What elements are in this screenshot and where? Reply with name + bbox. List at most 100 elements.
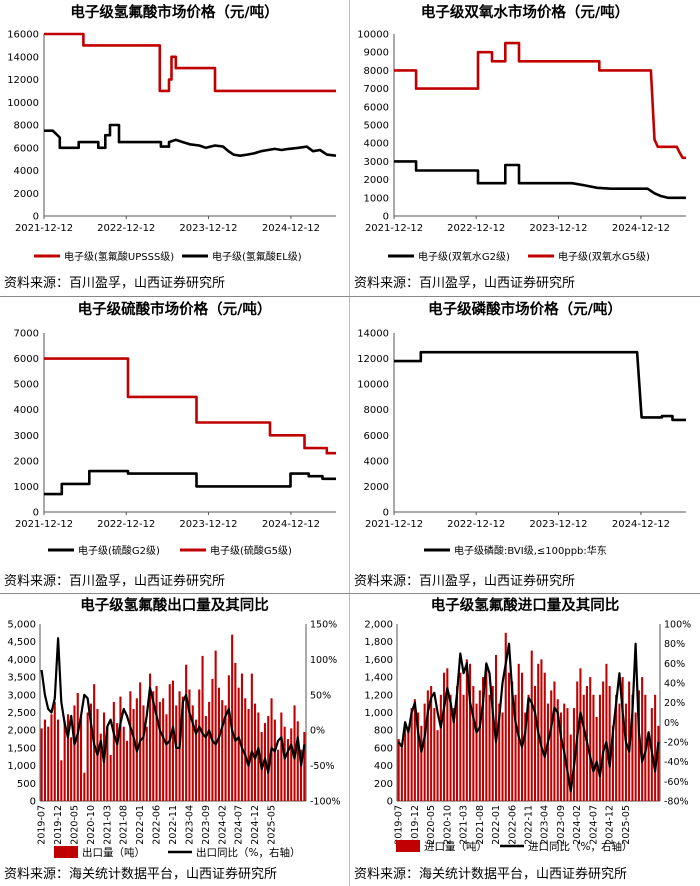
bar — [566, 708, 569, 801]
x-tick-label: 2021-12-12 — [15, 519, 73, 530]
bar — [280, 712, 283, 801]
series-line — [394, 160, 686, 200]
bar — [70, 737, 73, 801]
bar — [250, 673, 253, 801]
x-tick-label: 2021-12-12 — [15, 223, 73, 234]
bar — [126, 740, 129, 801]
bar — [527, 694, 530, 801]
bar — [142, 705, 145, 801]
y-tick-label: 14000 — [7, 52, 39, 63]
bar — [504, 632, 507, 801]
bar — [296, 721, 299, 801]
bar — [194, 719, 197, 801]
bar — [485, 663, 488, 801]
bar — [647, 739, 650, 801]
x-tick-label: 2025-05 — [267, 805, 278, 845]
bar — [204, 716, 207, 801]
bar — [227, 675, 230, 801]
chart-title: 电子级硫酸市场价格（元/吨） — [78, 300, 272, 318]
bar — [122, 726, 125, 801]
bar — [462, 694, 465, 801]
bar — [109, 755, 112, 801]
chart-hf-price: 电子级氢氟酸市场价格（元/吨） 0 2000 4000 6000 8000 10000 120… — [7, 3, 337, 263]
x-tick-label: 2021-12-12 — [365, 223, 423, 234]
legend-label: 电子级(双氧水G5级) — [558, 250, 650, 263]
bar — [76, 693, 79, 801]
x-tick-label: 2024-12-12 — [612, 223, 670, 234]
bar — [237, 687, 240, 801]
bar — [592, 694, 595, 801]
bar — [224, 705, 227, 801]
y-tick-label: 10000 — [7, 98, 39, 109]
y2-tick-label: 50% — [310, 690, 331, 701]
x-tick-label: 2024-07 — [234, 805, 245, 845]
bar — [129, 691, 132, 801]
bar — [420, 725, 423, 801]
bar — [631, 694, 634, 801]
y-tick-label: 10000 — [357, 380, 389, 391]
y-tick-label: 4000 — [364, 456, 389, 467]
y-tick-label: 200 — [374, 779, 393, 790]
chart-hf-import: 电子级氢氟酸进口量及其同比 0 200 400 600 800 1,000 1,200 1,40… — [364, 596, 691, 853]
series-line — [394, 350, 686, 422]
bar — [452, 708, 455, 801]
x-tick-label: 2023-12-12 — [179, 223, 237, 234]
source-note: 资料来源：海关统计数据平台，山西证券研究所 — [4, 867, 278, 882]
bar — [595, 716, 598, 801]
bar — [634, 712, 637, 801]
y-tick-label: 3,000 — [7, 690, 36, 701]
x-tick-label: 2022-12-12 — [97, 519, 155, 530]
legend-label: 电子级磷酸:BVI级,≤100ppb:华东 — [454, 544, 607, 557]
series-line — [44, 32, 336, 93]
bar — [168, 684, 171, 801]
chart-title: 电子级磷酸市场价格（元/吨） — [428, 300, 622, 318]
legend-label: 电子级(氢氟酸UPSSS级) — [64, 250, 174, 263]
bar — [521, 672, 524, 801]
bar — [254, 703, 257, 801]
y2-tick-label: 0% — [310, 726, 325, 737]
y-tick-label: 2000 — [14, 189, 39, 200]
bar — [86, 712, 89, 801]
x-tick-label: 2024-12 — [605, 805, 616, 845]
x-tick-label: 2022-11 — [524, 805, 535, 845]
bar — [404, 721, 407, 801]
bar — [66, 714, 69, 801]
bar — [300, 749, 303, 801]
y-tick-label: 400 — [374, 761, 393, 772]
bar — [397, 739, 400, 801]
bar — [208, 701, 211, 801]
y-tick-label: 10000 — [357, 30, 389, 41]
bar — [286, 739, 289, 801]
bar — [546, 703, 549, 801]
y-tick-label: 4000 — [14, 166, 39, 177]
series-line — [44, 469, 336, 496]
y-tick-label: 1,600 — [364, 655, 393, 666]
y-tick-label: 7000 — [14, 329, 39, 340]
legend-label: 出口同比（%，右轴） — [196, 846, 300, 859]
y-tick-label: 8000 — [364, 66, 389, 77]
legend-swatch-bar — [396, 840, 420, 852]
bar — [283, 726, 286, 801]
x-tick-label: 2020-10 — [442, 805, 453, 845]
y2-tick-label: 150% — [310, 620, 337, 631]
y-tick-label: 0 — [387, 797, 393, 808]
y-tick-label: 1000 — [14, 482, 39, 493]
bar — [175, 705, 178, 801]
bar — [149, 673, 152, 801]
y-tick-label: 0 — [33, 508, 39, 519]
bar — [400, 747, 403, 801]
x-tick-label: 2022-11 — [168, 805, 179, 845]
x-tick-label: 2024-07 — [588, 805, 599, 845]
y-tick-label: 7000 — [364, 84, 389, 95]
y2-tick-label: 100% — [310, 655, 337, 666]
bar — [145, 726, 148, 801]
x-tick-label: 2019-12 — [410, 805, 421, 845]
y-tick-label: 6000 — [14, 354, 39, 365]
bar — [488, 694, 491, 801]
x-tick-label: 2021-08 — [475, 805, 486, 845]
y-tick-label: 12000 — [7, 75, 39, 86]
bar — [439, 694, 442, 801]
y-tick-label: 9000 — [364, 48, 389, 59]
bar — [257, 712, 260, 801]
bar — [641, 677, 644, 801]
